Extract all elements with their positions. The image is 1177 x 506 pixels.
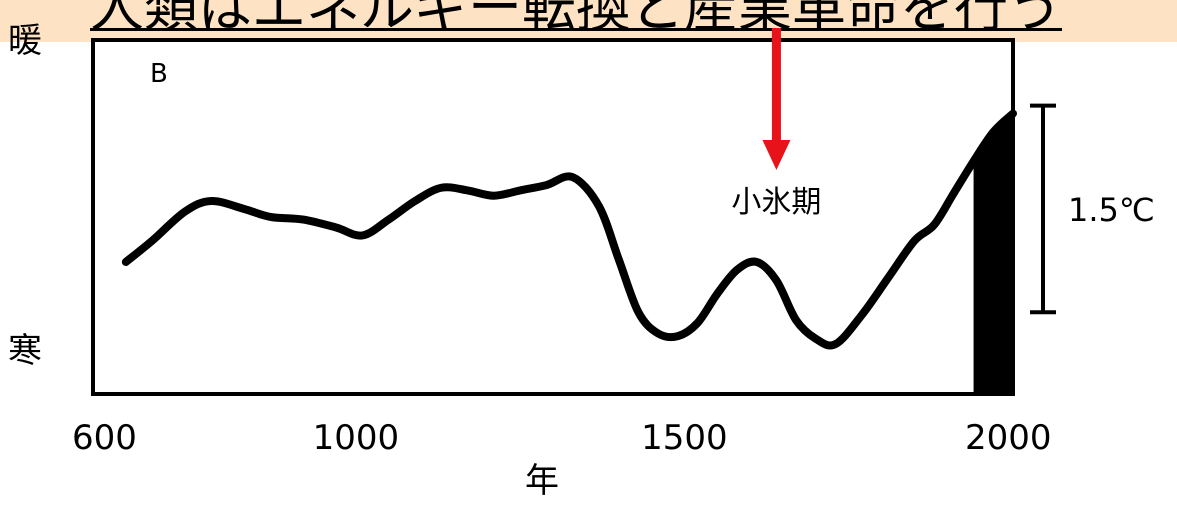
x-tick-label: 600 (72, 418, 137, 458)
annotation-arrow-head (762, 140, 791, 170)
recent-warming-fill (973, 113, 1013, 393)
scale-bar-label: 1.5℃ (1068, 191, 1155, 229)
little-ice-age-label: 小氷期 (731, 185, 821, 220)
title-banner: 人類はエネルギー転換と産業革命を行う (0, 0, 1177, 42)
panel-label: B (150, 59, 168, 89)
temperature-line (121, 109, 1017, 350)
x-tick-label: 1500 (641, 418, 728, 458)
x-axis-title: 年 (525, 461, 559, 501)
x-tick-label: 1000 (313, 418, 400, 458)
warm-label: 暖 (8, 21, 42, 61)
x-tick-label: 2000 (965, 418, 1052, 458)
plot-frame (91, 38, 1015, 396)
cold-label: 寒 (8, 331, 42, 371)
banner-title: 人類はエネルギー転換と産業革命を行う (90, 0, 1062, 39)
